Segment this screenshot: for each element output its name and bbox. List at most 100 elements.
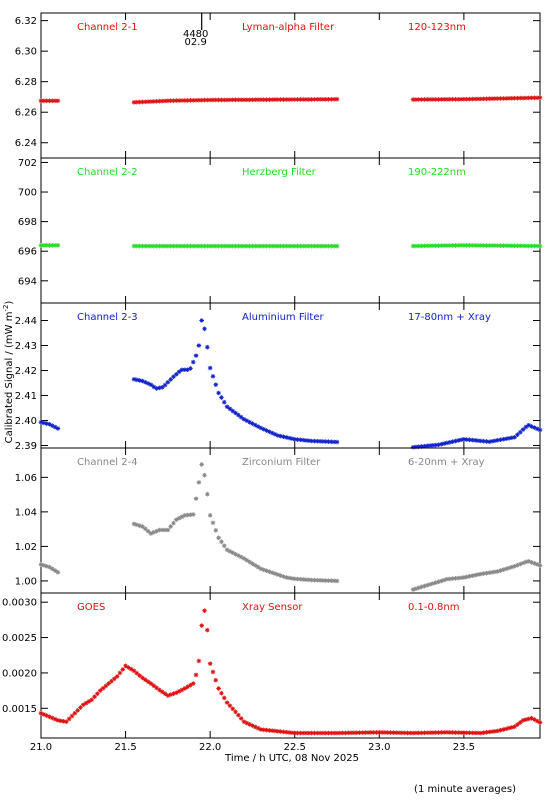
data-point xyxy=(430,581,436,586)
data-point xyxy=(188,512,193,518)
data-point xyxy=(517,95,523,101)
data-point xyxy=(182,367,188,373)
data-point xyxy=(537,243,543,249)
data-point xyxy=(86,699,92,704)
data-point xyxy=(464,96,470,102)
data-point xyxy=(317,439,323,444)
data-point xyxy=(424,582,430,588)
data-point xyxy=(213,527,219,533)
data-point xyxy=(484,439,489,444)
data-point xyxy=(162,98,168,104)
data-point xyxy=(475,243,481,248)
data-point xyxy=(391,730,396,735)
data-point xyxy=(238,414,244,420)
data-point xyxy=(520,95,526,101)
data-point xyxy=(424,243,430,249)
data-point xyxy=(185,512,190,518)
data-point xyxy=(205,243,210,249)
data-point xyxy=(241,243,247,249)
data-point xyxy=(244,243,250,249)
data-point xyxy=(41,242,47,248)
data-point xyxy=(481,243,486,248)
data-point xyxy=(190,98,196,103)
data-point xyxy=(413,97,419,102)
data-point xyxy=(453,438,458,444)
data-point xyxy=(199,243,204,249)
data-point xyxy=(207,365,213,371)
data-point xyxy=(258,425,264,431)
y-tick-label: 2.42 xyxy=(15,366,37,377)
data-point xyxy=(422,243,427,249)
data-point xyxy=(447,97,453,102)
data-point xyxy=(515,243,520,249)
data-point xyxy=(520,718,526,723)
data-point xyxy=(509,725,515,730)
data-point xyxy=(292,576,298,582)
data-point xyxy=(416,585,422,591)
data-point xyxy=(193,353,199,358)
data-point xyxy=(331,96,337,102)
data-point xyxy=(230,97,236,103)
data-point xyxy=(49,98,55,104)
data-point xyxy=(250,243,255,249)
data-point xyxy=(103,683,109,689)
data-point xyxy=(137,378,142,383)
data-point xyxy=(179,243,185,249)
data-point xyxy=(489,569,495,575)
data-point xyxy=(413,444,419,450)
data-point xyxy=(47,564,52,570)
data-point xyxy=(267,429,272,435)
data-point xyxy=(109,678,114,684)
data-point xyxy=(165,693,171,698)
data-point xyxy=(38,419,44,425)
data-point xyxy=(382,730,388,735)
data-point xyxy=(227,243,233,249)
data-point xyxy=(334,243,340,249)
data-point xyxy=(278,97,283,102)
data-point xyxy=(329,439,334,445)
data-point xyxy=(283,243,289,249)
data-point xyxy=(261,727,267,733)
data-point xyxy=(458,243,464,248)
data-point xyxy=(323,439,329,444)
data-point xyxy=(512,434,517,440)
data-point xyxy=(171,374,176,380)
data-point xyxy=(300,243,306,249)
data-point xyxy=(258,566,264,572)
panel-2: 694 696 698 700 702 Channel 2-2 Herzberg Filte… xyxy=(18,157,543,304)
data-point xyxy=(472,572,478,578)
data-point xyxy=(278,729,283,734)
y-tick-label: 1.04 xyxy=(15,507,37,518)
data-point xyxy=(258,727,264,732)
data-point xyxy=(455,243,461,248)
data-point xyxy=(478,96,484,102)
data-point xyxy=(439,97,444,102)
data-point xyxy=(529,559,534,565)
data-point xyxy=(512,724,517,729)
data-point xyxy=(501,727,506,732)
data-point xyxy=(224,97,230,103)
data-point xyxy=(137,673,142,678)
data-point xyxy=(486,439,492,445)
data-point xyxy=(44,98,49,104)
y-tick-label: 702 xyxy=(18,158,37,169)
data-point xyxy=(309,577,314,583)
data-point xyxy=(314,730,320,736)
data-point xyxy=(165,379,171,385)
data-point xyxy=(303,438,309,443)
data-point xyxy=(419,584,424,590)
data-point xyxy=(205,97,210,103)
data-point xyxy=(317,730,323,736)
data-point xyxy=(286,575,292,581)
data-point xyxy=(430,443,436,448)
data-point xyxy=(393,730,399,735)
data-point xyxy=(157,385,162,391)
data-point xyxy=(143,526,148,532)
data-point xyxy=(55,718,61,723)
data-point xyxy=(537,95,543,101)
data-point xyxy=(162,382,168,388)
data-point xyxy=(241,556,247,561)
data-point xyxy=(247,419,252,425)
data-point xyxy=(55,426,61,431)
data-point xyxy=(131,99,137,105)
